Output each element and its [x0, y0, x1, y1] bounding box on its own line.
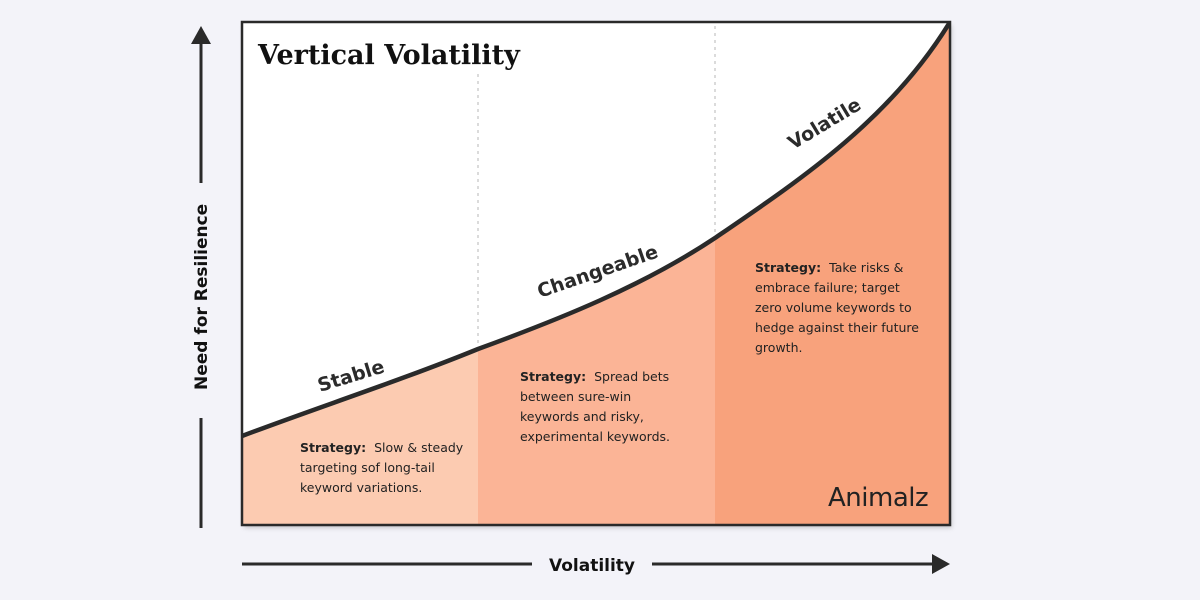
strategy-line: keywords and risky,: [520, 409, 644, 424]
strategy-key: Strategy:: [300, 440, 366, 455]
zone-stable-fill: [242, 349, 478, 525]
strategy-line: growth.: [755, 340, 802, 355]
y-axis-label: Need for Resilience: [192, 204, 212, 390]
zone-volatile-fill: [715, 22, 950, 525]
up-arrow-icon: [191, 26, 211, 44]
resilience-curve: [242, 22, 950, 439]
strategy-volatile: Strategy: Take risks & embrace failure; …: [755, 260, 919, 355]
strategy-line: keyword variations.: [300, 480, 422, 495]
x-axis-label: Volatility: [549, 556, 635, 576]
strategy-line: Spread bets: [594, 369, 669, 384]
strategy-line: zero volume keywords to: [755, 300, 912, 315]
strategy-key: Strategy:: [520, 369, 586, 384]
strategy-line: experimental keywords.: [520, 429, 670, 444]
svg-text:Strategy: Take risks &: Strategy: Take risks &: [755, 260, 904, 275]
strategy-line: between sure-win: [520, 389, 631, 404]
strategy-line: hedge against their future: [755, 320, 919, 335]
strategy-changeable: Strategy: Spread bets between sure-win k…: [520, 369, 670, 444]
y-axis-arrow: [191, 26, 211, 528]
svg-text:Strategy: Spread bets: Strategy: Spread bets: [520, 369, 669, 384]
strategy-stable: Strategy: Slow & steady targeting sof lo…: [300, 440, 464, 495]
strategy-key: Strategy:: [755, 260, 821, 275]
right-arrow-icon: [932, 554, 950, 574]
x-axis-arrow: [242, 554, 950, 574]
zone-changeable-fill: [478, 238, 715, 525]
strategy-line: Slow & steady: [374, 440, 464, 455]
diagram-title: Vertical Volatility: [257, 40, 521, 71]
strategy-line: Take risks &: [828, 260, 904, 275]
strategy-line: embrace failure; target: [755, 280, 900, 295]
svg-text:Strategy: Slow & steady: Strategy: Slow & steady: [300, 440, 464, 455]
diagram-frame-border: [240, 20, 952, 527]
strategy-line: targeting sof long-tail: [300, 460, 435, 475]
brand-logo: Animalz: [828, 483, 928, 513]
